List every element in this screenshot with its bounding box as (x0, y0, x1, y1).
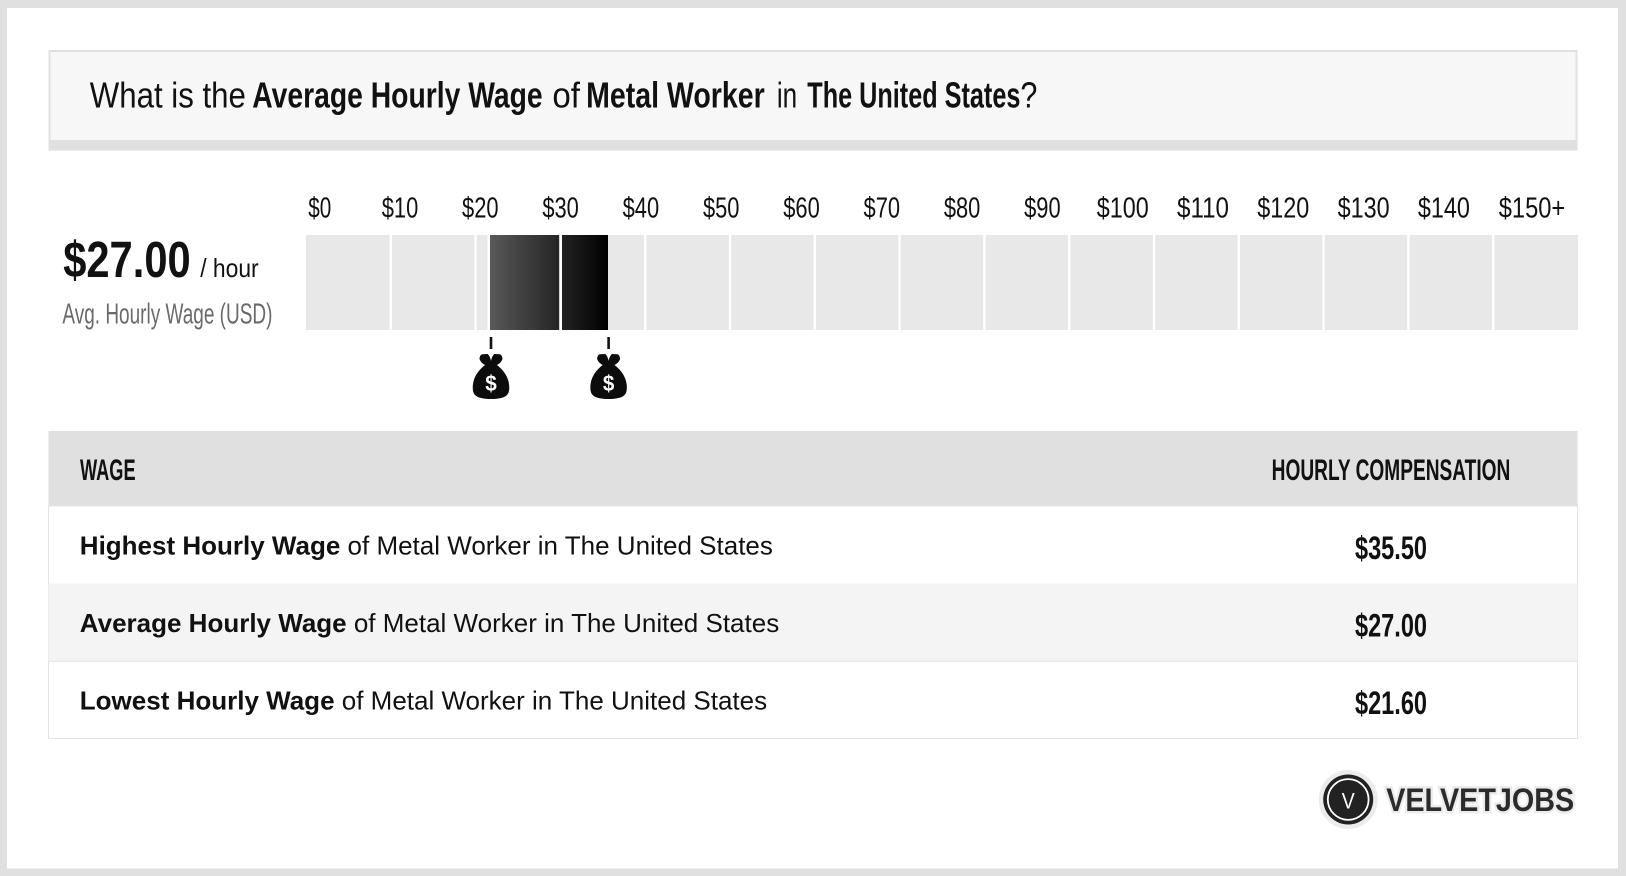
svg-text:Lowest Hourly Wage of Metal Wo: Lowest Hourly Wage of Metal Worker in Th… (80, 686, 767, 716)
svg-text:$120: $120 (1257, 193, 1309, 225)
svg-text:$21.60: $21.60 (1355, 685, 1427, 721)
svg-text:$150+: $150+ (1499, 193, 1566, 225)
svg-text:$90: $90 (1024, 193, 1061, 225)
svg-text:/ hour: / hour (200, 253, 259, 283)
svg-text:Metal Worker: Metal Worker (586, 75, 765, 116)
svg-text:$: $ (603, 371, 615, 396)
svg-text:$110: $110 (1177, 193, 1229, 225)
svg-text:$: $ (485, 371, 497, 396)
svg-text:Average Hourly Wage of Metal W: Average Hourly Wage of Metal Worker in T… (80, 608, 779, 638)
svg-text:?: ? (1020, 75, 1037, 116)
svg-text:$35.50: $35.50 (1355, 530, 1427, 566)
svg-text:Average Hourly Wage: Average Hourly Wage (252, 75, 543, 116)
svg-text:$40: $40 (623, 193, 660, 225)
svg-text:$140: $140 (1418, 193, 1470, 225)
svg-text:Avg. Hourly Wage (USD): Avg. Hourly Wage (USD) (62, 298, 272, 330)
svg-text:The United States: The United States (807, 75, 1020, 116)
svg-text:$0: $0 (308, 193, 331, 225)
svg-text:in: in (777, 75, 797, 116)
svg-text:$60: $60 (783, 193, 820, 225)
svg-text:WAGE: WAGE (80, 454, 136, 487)
svg-text:$10: $10 (382, 193, 419, 225)
svg-text:$50: $50 (703, 193, 740, 225)
svg-text:$80: $80 (944, 193, 981, 225)
svg-text:$27.00: $27.00 (1355, 608, 1427, 644)
svg-text:of: of (552, 75, 581, 116)
svg-text:HOURLY COMPENSATION: HOURLY COMPENSATION (1272, 454, 1511, 487)
svg-text:VELVETJOBS: VELVETJOBS (1386, 782, 1574, 818)
svg-text:$20: $20 (462, 193, 499, 225)
svg-text:$100: $100 (1097, 193, 1149, 225)
svg-text:Highest Hourly Wage of Metal W: Highest Hourly Wage of Metal Worker in T… (80, 531, 773, 561)
svg-text:$27.00: $27.00 (63, 231, 191, 288)
svg-text:$130: $130 (1338, 193, 1390, 225)
svg-text:What is the: What is the (90, 75, 246, 116)
svg-text:V: V (1342, 788, 1355, 813)
svg-text:$30: $30 (542, 193, 579, 225)
svg-text:$70: $70 (864, 193, 901, 225)
